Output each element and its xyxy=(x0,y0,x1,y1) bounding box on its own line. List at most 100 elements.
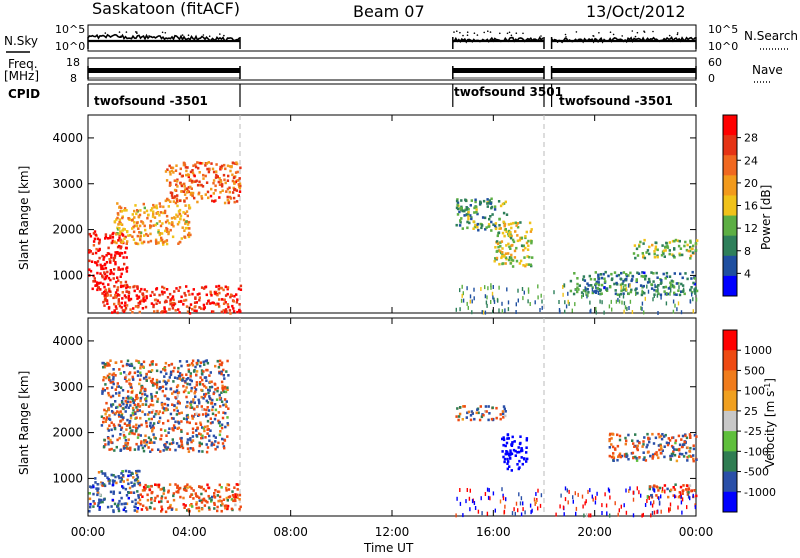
echo-cell xyxy=(110,405,113,408)
echo-cell xyxy=(117,239,120,242)
echo-cell xyxy=(204,436,207,439)
freq-tick-high: 18 xyxy=(66,56,80,69)
echo-cell xyxy=(123,262,126,266)
echo-cell xyxy=(182,211,185,214)
echo-cell xyxy=(128,218,131,221)
echo-cell xyxy=(496,249,499,253)
nsearch-point xyxy=(565,36,567,38)
echo-cell xyxy=(642,512,644,517)
echo-cell xyxy=(195,373,198,377)
echo-cell xyxy=(654,247,657,251)
echo-cell xyxy=(687,455,691,458)
echo-cell xyxy=(614,292,618,296)
echo-cell xyxy=(513,440,516,443)
echo-cell xyxy=(236,298,239,301)
echo-cell xyxy=(194,395,197,398)
echo-cell xyxy=(102,290,106,294)
echo-cell xyxy=(587,293,589,298)
freq-tick-low: 8 xyxy=(70,72,77,85)
echo-cell xyxy=(88,509,91,513)
echo-cell xyxy=(646,451,650,454)
echo-cell xyxy=(187,368,190,372)
echo-cell xyxy=(177,300,181,303)
echo-cell xyxy=(115,280,118,284)
echo-cell xyxy=(147,405,151,408)
echo-cell xyxy=(109,438,112,442)
echo-cell xyxy=(109,490,113,494)
echo-cell xyxy=(648,252,651,256)
echo-cell xyxy=(140,299,143,302)
echo-cell xyxy=(695,289,699,293)
echo-cell xyxy=(662,272,665,276)
echo-cell xyxy=(112,474,115,477)
echo-cell xyxy=(679,247,683,250)
echo-cell xyxy=(149,219,153,223)
echo-cell xyxy=(189,378,192,382)
echo-cell xyxy=(661,433,664,436)
echo-cell xyxy=(657,284,659,289)
echo-cell xyxy=(501,410,505,413)
echo-cell xyxy=(177,242,180,245)
echo-cell xyxy=(108,364,111,367)
echo-cell xyxy=(160,505,163,509)
echo-cell xyxy=(128,364,132,367)
echo-cell xyxy=(116,311,119,315)
echo-cell xyxy=(133,209,136,213)
echo-cell xyxy=(591,286,594,289)
echo-cell xyxy=(227,201,230,205)
echo-cell xyxy=(92,484,95,487)
echo-cell xyxy=(134,426,138,430)
echo-cell xyxy=(93,277,96,280)
echo-cell xyxy=(118,403,121,407)
echo-cell xyxy=(114,251,117,254)
echo-cell xyxy=(455,513,457,518)
echo-cell xyxy=(540,493,543,498)
echo-cell xyxy=(99,482,102,486)
echo-cell xyxy=(216,175,219,178)
echo-cell xyxy=(220,423,224,427)
echo-cell xyxy=(507,460,510,463)
echo-cell xyxy=(191,414,194,418)
echo-cell xyxy=(169,302,172,306)
echo-cell xyxy=(123,436,126,439)
echo-cell xyxy=(151,290,154,294)
echo-cell xyxy=(177,374,181,378)
echo-cell xyxy=(607,274,610,278)
echo-cell xyxy=(197,191,201,195)
echo-cell xyxy=(511,511,514,516)
echo-cell xyxy=(643,256,647,260)
echo-cell xyxy=(641,513,643,518)
echo-cell xyxy=(152,303,155,307)
echo-cell xyxy=(143,206,146,210)
echo-cell xyxy=(675,459,679,463)
echo-cell xyxy=(129,297,133,301)
echo-cell xyxy=(136,297,139,300)
echo-cell xyxy=(220,486,223,489)
echo-cell xyxy=(165,381,169,384)
echo-cell xyxy=(172,369,175,373)
echo-cell xyxy=(102,376,106,379)
echo-cell xyxy=(672,450,675,453)
echo-cell xyxy=(226,164,230,168)
echo-cell xyxy=(173,426,177,429)
echo-cell xyxy=(135,221,139,225)
echo-cell xyxy=(227,483,231,487)
echo-cell xyxy=(629,290,633,294)
echo-cell xyxy=(618,454,621,457)
echo-cell xyxy=(636,448,639,452)
nsearch-point xyxy=(150,36,153,38)
echo-cell xyxy=(520,244,524,247)
echo-cell xyxy=(206,483,209,487)
echo-cell xyxy=(146,508,149,511)
echo-cell xyxy=(213,501,216,505)
echo-cell xyxy=(122,434,126,437)
echo-cell xyxy=(137,433,140,437)
echo-cell xyxy=(484,310,487,315)
echo-cell xyxy=(162,211,165,215)
echo-cell xyxy=(168,221,171,225)
nsearch-point xyxy=(636,31,639,34)
echo-cell xyxy=(658,496,660,501)
echo-cell xyxy=(654,241,657,244)
echo-cell xyxy=(666,487,669,491)
echo-cell xyxy=(522,501,524,506)
